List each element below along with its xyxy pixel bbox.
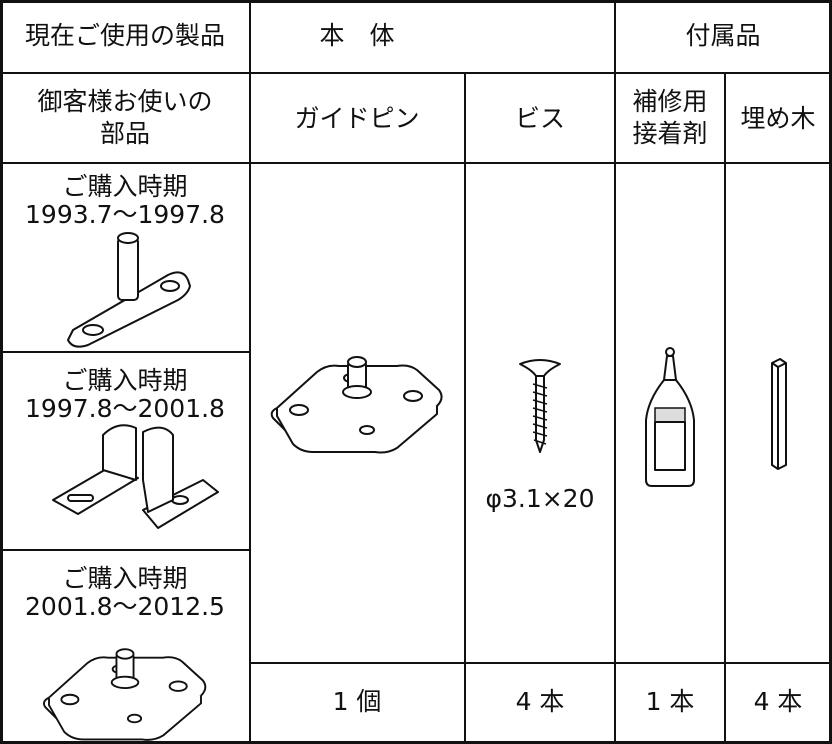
product-illustration — [67, 232, 191, 348]
glue-illustration — [645, 347, 695, 487]
header-cell: 現在ご使用の製品 — [25, 21, 225, 50]
guide-pin-illustration — [270, 356, 443, 454]
subheader-cell: 部品 — [100, 119, 150, 148]
header-cell: 本 体 — [319, 21, 394, 50]
quantity: 1 個 — [333, 687, 382, 716]
purchase-label: ご購入時期 — [62, 172, 187, 201]
screw-illustration — [519, 359, 561, 453]
subheader-cell: 接着剤 — [632, 119, 707, 148]
quantity: 1 本 — [646, 687, 695, 716]
purchase-label: ご購入時期 — [62, 564, 187, 593]
quantity: 4 本 — [516, 687, 565, 716]
purchase-label: ご購入時期 — [62, 366, 187, 395]
header-cell: 付属品 — [685, 21, 760, 50]
purchase-period: 1993.7～1997.8 — [25, 200, 225, 229]
subheader-cell: ビス — [515, 104, 565, 133]
product-illustration — [42, 648, 207, 741]
subheader-cell: 埋め木 — [740, 104, 815, 133]
product-illustration — [52, 424, 219, 529]
purchase-period: 2001.8～2012.5 — [25, 592, 225, 621]
purchase-period: 1997.8～2001.8 — [25, 394, 225, 423]
screw-spec: φ3.1×20 — [485, 484, 594, 513]
wood-plug-illustration — [771, 358, 787, 470]
quantity: 4 本 — [754, 687, 803, 716]
subheader-cell: ガイドピン — [294, 104, 419, 133]
subheader-cell: 補修用 — [632, 87, 707, 116]
subheader-cell: 御客様お使いの — [37, 87, 212, 116]
